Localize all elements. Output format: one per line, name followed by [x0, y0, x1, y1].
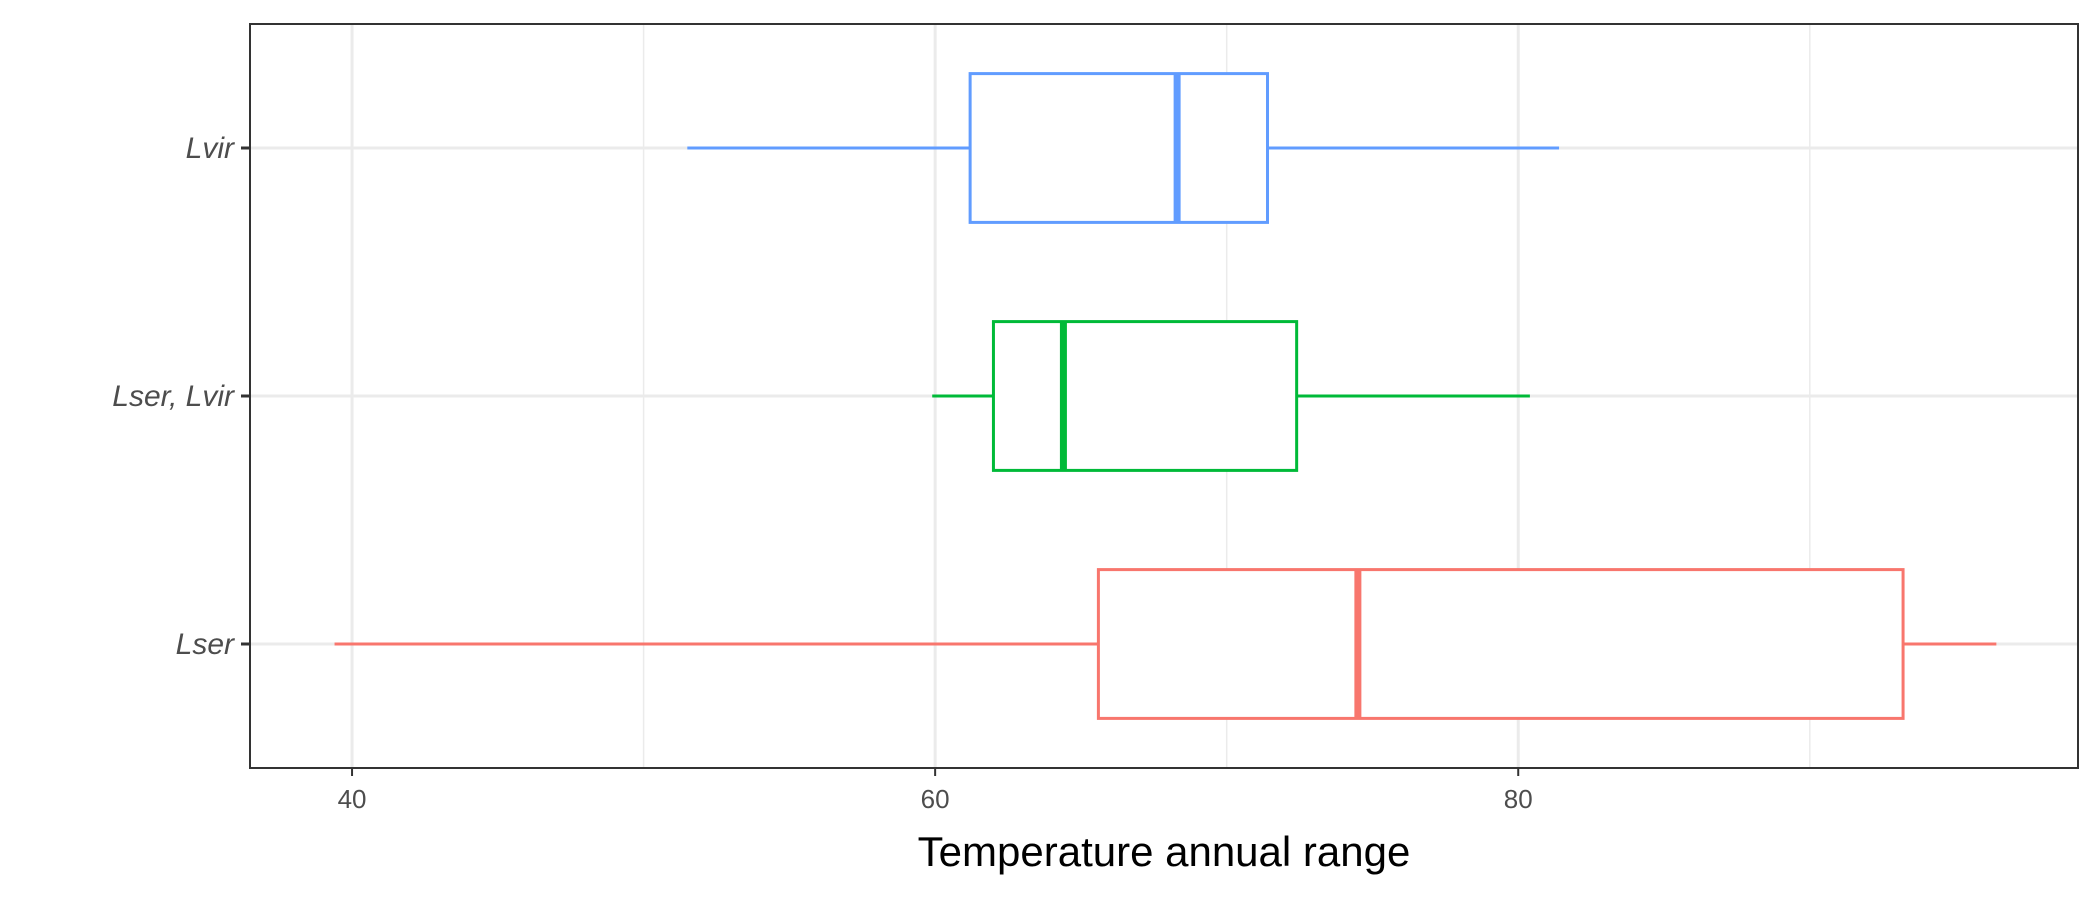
- boxplot-lvir: [687, 72, 1560, 224]
- box-iqr: [1096, 568, 1905, 720]
- box-iqr: [968, 72, 1269, 224]
- boxplot-lser: [334, 568, 1997, 720]
- x-tick-label: 40: [338, 784, 367, 814]
- y-tick-label: Lvir: [186, 132, 235, 165]
- y-axis: Lvir Lser, Lvir Lser: [112, 132, 250, 661]
- x-axis-title: Temperature annual range: [918, 828, 1411, 875]
- boxplot-series: [334, 72, 1997, 720]
- x-tick-label: 80: [1504, 784, 1533, 814]
- box-iqr: [991, 320, 1299, 472]
- y-tick-label: Lser, Lvir: [112, 380, 235, 413]
- x-axis: 40 60 80: [338, 768, 1533, 814]
- x-tick-label: 60: [921, 784, 950, 814]
- boxplot-lser-lvir: [932, 320, 1530, 472]
- y-tick-label: Lser: [176, 628, 235, 661]
